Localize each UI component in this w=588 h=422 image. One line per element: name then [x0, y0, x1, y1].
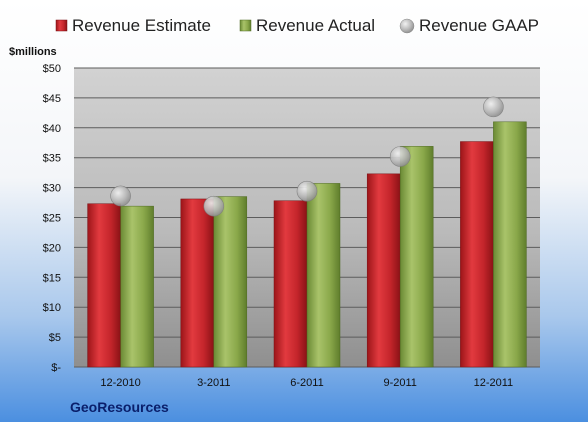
x-tick-label: 9-2011	[383, 377, 416, 389]
y-tick-label: $15	[43, 272, 61, 284]
marker-revenue-gaap	[296, 180, 318, 202]
marker-revenue-gaap	[389, 146, 411, 167]
y-tick-label: $10	[43, 302, 61, 314]
bar-revenue-estimate	[366, 173, 401, 368]
legend-swatch-estimate	[55, 19, 68, 32]
x-axis-ticks: 12-2010 3-2011 6-2011 9-2011 12-2011	[100, 377, 513, 389]
legend-label-estimate: Revenue Estimate	[72, 16, 211, 35]
legend-label-gaap: Revenue GAAP	[419, 16, 539, 35]
legend-swatch-gaap	[399, 18, 415, 34]
bar-revenue-estimate	[87, 203, 121, 368]
legend-label-actual: Revenue Actual	[256, 16, 375, 35]
y-tick-label: $45	[43, 93, 61, 105]
bar-revenue-actual	[213, 196, 248, 368]
legend: Revenue Estimate Revenue Actual Revenue …	[55, 16, 539, 35]
marker-revenue-gaap	[203, 195, 225, 217]
y-axis-ticks: $- $5 $10 $15 $20 $25 $30 $35 $40 $45 $50	[43, 63, 62, 374]
bar-revenue-estimate	[460, 141, 494, 368]
y-tick-label: $30	[43, 183, 61, 195]
y-tick-label: $50	[43, 63, 61, 75]
x-tick-label: 12-2011	[474, 377, 514, 389]
y-tick-label: $-	[51, 362, 61, 374]
unit-label: $millions	[9, 46, 57, 58]
x-tick-label: 6-2011	[290, 377, 323, 389]
legend-swatch-actual	[239, 19, 252, 32]
y-tick-label: $20	[43, 242, 61, 254]
x-tick-label: 3-2011	[197, 377, 230, 389]
bar-revenue-actual	[120, 205, 154, 368]
bar-revenue-estimate	[273, 200, 308, 368]
y-tick-label: $40	[43, 123, 61, 135]
bar-revenue-actual	[493, 121, 527, 368]
x-tick-label: 12-2010	[100, 377, 140, 389]
marker-revenue-gaap	[483, 96, 504, 118]
bars	[87, 121, 527, 368]
bar-revenue-actual	[306, 183, 341, 368]
bar-revenue-actual	[399, 146, 434, 368]
y-tick-label: $5	[49, 332, 61, 344]
y-tick-label: $35	[43, 153, 61, 165]
gaap-markers	[110, 96, 504, 217]
y-tick-label: $25	[43, 213, 61, 225]
marker-revenue-gaap	[110, 185, 131, 207]
bar-revenue-estimate	[180, 198, 215, 368]
company-name: GeoResources	[70, 399, 169, 415]
